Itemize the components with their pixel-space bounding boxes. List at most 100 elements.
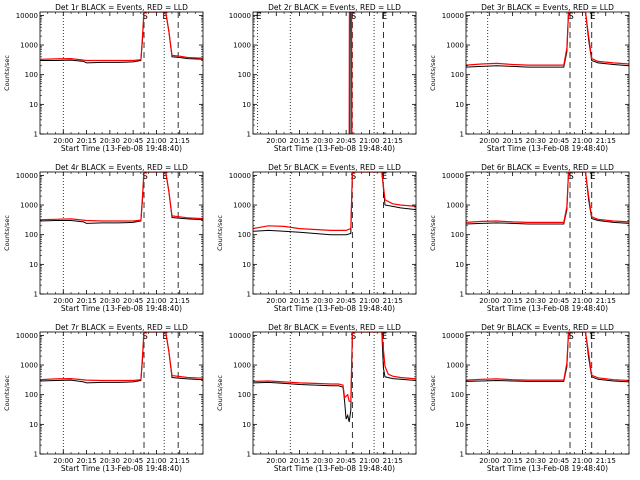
x-tick-label: 20:15: [289, 457, 309, 465]
x-tick-label: 21:00: [359, 457, 379, 465]
y-tick-label: 100: [25, 391, 38, 399]
x-tick-label: 21:15: [383, 457, 403, 465]
series-line-lld: [40, 332, 203, 382]
x-axis-label: Start Time (13-Feb-08 19:48:40): [274, 464, 395, 473]
x-axis-label: Start Time (13-Feb-08 19:48:40): [487, 144, 608, 153]
x-axis-label: Start Time (13-Feb-08 19:48:40): [274, 304, 395, 313]
y-tick-label: 10000: [229, 332, 251, 340]
y-tick-label: 10: [455, 421, 464, 429]
y-tick-label: 1000: [233, 362, 251, 370]
y-axis-label: Counts/sec: [3, 55, 11, 91]
x-tick-label: 20:00: [53, 137, 73, 145]
x-tick-label: 20:30: [100, 137, 120, 145]
x-axis-label: Start Time (13-Feb-08 19:48:40): [61, 304, 182, 313]
y-tick-label: 10: [29, 261, 38, 269]
y-tick-label: 10: [29, 101, 38, 109]
y-tick-label: 10000: [442, 12, 464, 20]
marker-label: E: [590, 172, 596, 182]
x-axis-label: Start Time (13-Feb-08 19:48:40): [61, 464, 182, 473]
chart-title: Det 5r BLACK = Events, RED = LLD: [268, 163, 401, 172]
plot-frame: [252, 331, 417, 455]
x-tick-label: 20:45: [123, 297, 143, 305]
marker-label: S: [350, 12, 356, 22]
y-tick-label: 100: [451, 391, 464, 399]
y-tick-label: 1: [34, 131, 38, 139]
y-tick-label: 1: [247, 451, 251, 459]
y-tick-label: 1000: [233, 202, 251, 210]
series-line-events: [253, 172, 416, 236]
series-line-events: [466, 172, 629, 225]
plot-frame: [465, 331, 630, 455]
y-tick-label: 100: [25, 71, 38, 79]
x-tick-label: 20:00: [266, 137, 286, 145]
chart-title: Det 7r BLACK = Events, RED = LLD: [55, 323, 188, 332]
y-tick-label: 10: [242, 421, 251, 429]
marker-label: S: [350, 332, 356, 342]
y-tick-label: 100: [238, 71, 251, 79]
y-axis-label: Counts/sec: [216, 215, 224, 251]
x-tick-label: 20:15: [502, 297, 522, 305]
y-tick-label: 1000: [446, 202, 464, 210]
y-tick-label: 100: [238, 391, 251, 399]
x-tick-label: 21:15: [596, 457, 616, 465]
x-tick-label: 21:15: [170, 137, 190, 145]
x-tick-label: 21:00: [572, 457, 592, 465]
series-line-lld: [40, 172, 203, 222]
x-tick-label: 20:30: [526, 137, 546, 145]
plot-frame: [39, 11, 204, 135]
x-tick-label: 20:00: [53, 457, 73, 465]
marker-label: S: [568, 172, 574, 182]
chart-title: Det 4r BLACK = Events, RED = LLD: [55, 163, 188, 172]
x-tick-label: 20:00: [53, 297, 73, 305]
plot-frame: [252, 171, 417, 295]
x-tick-label: 20:45: [336, 297, 356, 305]
x-tick-label: 20:45: [336, 457, 356, 465]
x-tick-label: 21:15: [383, 137, 403, 145]
y-tick-label: 10: [29, 421, 38, 429]
x-tick-label: 21:15: [596, 137, 616, 145]
x-tick-label: 20:15: [76, 297, 96, 305]
x-tick-label: 20:30: [100, 457, 120, 465]
x-axis-label: Start Time (13-Feb-08 19:48:40): [274, 144, 395, 153]
y-tick-label: 1000: [20, 202, 38, 210]
y-tick-label: 10: [242, 261, 251, 269]
plot-frame: [39, 331, 204, 455]
y-tick-label: 1: [247, 131, 251, 139]
x-tick-label: 21:15: [170, 457, 190, 465]
x-tick-label: 20:45: [123, 457, 143, 465]
marker-label: S: [142, 12, 148, 22]
y-tick-label: 10000: [229, 172, 251, 180]
x-tick-label: 20:30: [526, 297, 546, 305]
x-tick-label: 20:45: [549, 297, 569, 305]
x-tick-label: 20:15: [76, 457, 96, 465]
x-tick-label: 20:15: [502, 457, 522, 465]
x-axis-label: Start Time (13-Feb-08 19:48:40): [487, 304, 608, 313]
x-tick-label: 21:00: [146, 457, 166, 465]
chart-title: Det 2r BLACK = Events, RED = LLD: [268, 3, 401, 12]
y-tick-label: 1: [460, 451, 464, 459]
x-tick-label: 21:00: [572, 297, 592, 305]
x-tick-label: 20:30: [100, 297, 120, 305]
x-tick-label: 20:45: [549, 457, 569, 465]
x-tick-label: 21:15: [383, 297, 403, 305]
marker-label: S: [142, 332, 148, 342]
y-tick-label: 10000: [442, 172, 464, 180]
y-axis-label: Counts/sec: [216, 375, 224, 411]
x-tick-label: 20:00: [479, 137, 499, 145]
series-line-events: [466, 12, 629, 68]
y-tick-label: 10000: [16, 332, 38, 340]
marker-label: S: [142, 172, 148, 182]
y-tick-label: 10000: [442, 332, 464, 340]
x-tick-label: 21:00: [359, 297, 379, 305]
series-line-lld: [40, 12, 203, 62]
x-tick-label: 21:15: [596, 297, 616, 305]
y-tick-label: 10000: [229, 12, 251, 20]
series-line-lld: [466, 332, 629, 382]
y-axis-label: Counts/sec: [3, 375, 11, 411]
